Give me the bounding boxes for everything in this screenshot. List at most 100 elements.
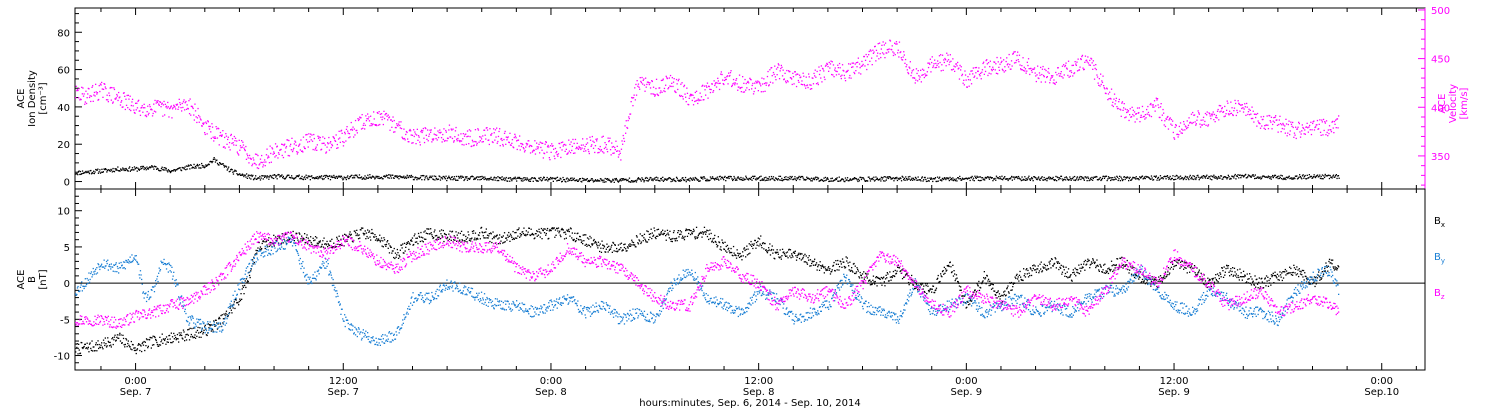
density-series-point: [296, 175, 298, 177]
velocity-series-point: [620, 148, 623, 150]
density-series-point: [684, 176, 687, 179]
velocity-series-point: [692, 94, 694, 96]
velocity-series-point: [850, 77, 852, 79]
velocity-series-point: [697, 98, 699, 100]
density-series-point: [1111, 179, 1113, 181]
density-series-point: [1077, 179, 1079, 181]
density-series-point: [664, 178, 667, 181]
bx-series-point: [379, 234, 381, 236]
velocity-series-point: [1086, 61, 1088, 63]
density-series-point: [1171, 177, 1173, 180]
density-series-point: [1267, 176, 1269, 179]
density-series-point: [982, 179, 984, 181]
velocity-series-point: [649, 82, 651, 84]
velocity-series-point: [361, 114, 363, 116]
velocity-series-point: [481, 141, 483, 143]
density-series-point: [844, 177, 847, 179]
density-series-point: [1129, 176, 1131, 178]
velocity-series-point: [1145, 117, 1147, 119]
velocity-series-point: [734, 82, 736, 84]
velocity-series-point: [608, 140, 610, 142]
velocity-series-point: [1330, 129, 1332, 131]
density-series-point: [717, 178, 719, 180]
density-series-point: [683, 179, 685, 182]
density-series-point: [882, 177, 884, 179]
density-series-point: [808, 178, 811, 180]
bx-series-point: [136, 348, 139, 350]
velocity-series-point: [283, 144, 285, 147]
velocity-series-point: [695, 90, 698, 92]
bx-series-point: [135, 352, 137, 355]
velocity-series-point: [853, 71, 855, 74]
density-series-point: [524, 177, 526, 179]
density-series-point: [940, 179, 942, 181]
velocity-series-point: [852, 66, 854, 68]
velocity-series-point: [645, 77, 647, 79]
density-series-point: [393, 177, 395, 179]
velocity-series-point: [141, 105, 143, 107]
density-series-point: [995, 175, 998, 177]
density-series-point: [408, 175, 410, 177]
velocity-series-point: [546, 151, 548, 153]
density-series-point: [464, 176, 467, 178]
velocity-series-point: [989, 60, 991, 62]
density-series-point: [1209, 176, 1211, 178]
velocity-series-point: [626, 126, 628, 129]
velocity-series-point: [940, 70, 942, 72]
density-series-point: [692, 177, 694, 179]
bx-series-point: [539, 236, 541, 238]
bx-series-point: [183, 331, 185, 333]
density-series-point: [1015, 176, 1017, 179]
density-series-point: [419, 176, 422, 179]
density-series-point: [626, 179, 629, 181]
velocity-series-point: [954, 66, 956, 68]
density-series-point: [232, 173, 235, 175]
density-series-point: [777, 178, 779, 180]
velocity-series-point: [82, 95, 85, 97]
velocity-series-point: [213, 140, 215, 142]
velocity-series-point: [469, 135, 471, 138]
density-series-point: [1052, 176, 1054, 179]
density-series-point: [395, 176, 397, 178]
density-series-point: [1166, 175, 1169, 177]
velocity-series-point: [451, 129, 453, 131]
velocity-series-point: [679, 95, 681, 97]
velocity-series-point: [290, 143, 292, 145]
velocity-series-point: [701, 85, 703, 87]
velocity-series-point: [137, 100, 139, 102]
velocity-series-point: [397, 123, 400, 125]
density-series-point: [109, 170, 111, 172]
velocity-series-point: [710, 88, 712, 91]
density-series-point: [1097, 179, 1099, 181]
velocity-series-point: [663, 87, 666, 90]
density-series-point: [704, 177, 706, 180]
velocity-series-point: [162, 115, 164, 117]
density-series-point: [1310, 175, 1312, 178]
density-series-point: [1337, 175, 1339, 177]
velocity-series-point: [200, 119, 202, 121]
bx-series-point: [362, 227, 364, 229]
bx-series-point: [213, 320, 215, 322]
bx-series-point: [124, 343, 126, 346]
density-series-point: [1232, 175, 1234, 178]
density-series-point: [1125, 177, 1128, 179]
velocity-series-point: [567, 152, 569, 154]
density-series-point: [1069, 178, 1072, 180]
velocity-series-point: [76, 89, 79, 91]
bx-series-point: [536, 235, 538, 237]
bx-series-point: [356, 229, 358, 231]
velocity-series-point: [685, 101, 687, 103]
bx-series-point: [268, 237, 270, 239]
density-series-point: [168, 170, 170, 172]
bx-series-point: [544, 228, 546, 230]
velocity-series-point: [975, 72, 977, 74]
velocity-series-point: [926, 71, 928, 73]
bx-series-point: [191, 335, 194, 338]
velocity-series-point: [1164, 125, 1167, 128]
velocity-series-point: [383, 110, 385, 112]
density-series-point: [192, 166, 194, 168]
density-series-point: [874, 179, 876, 181]
density-series-point: [1184, 177, 1186, 179]
density-series-point: [325, 174, 327, 177]
velocity-series-point: [252, 157, 254, 159]
